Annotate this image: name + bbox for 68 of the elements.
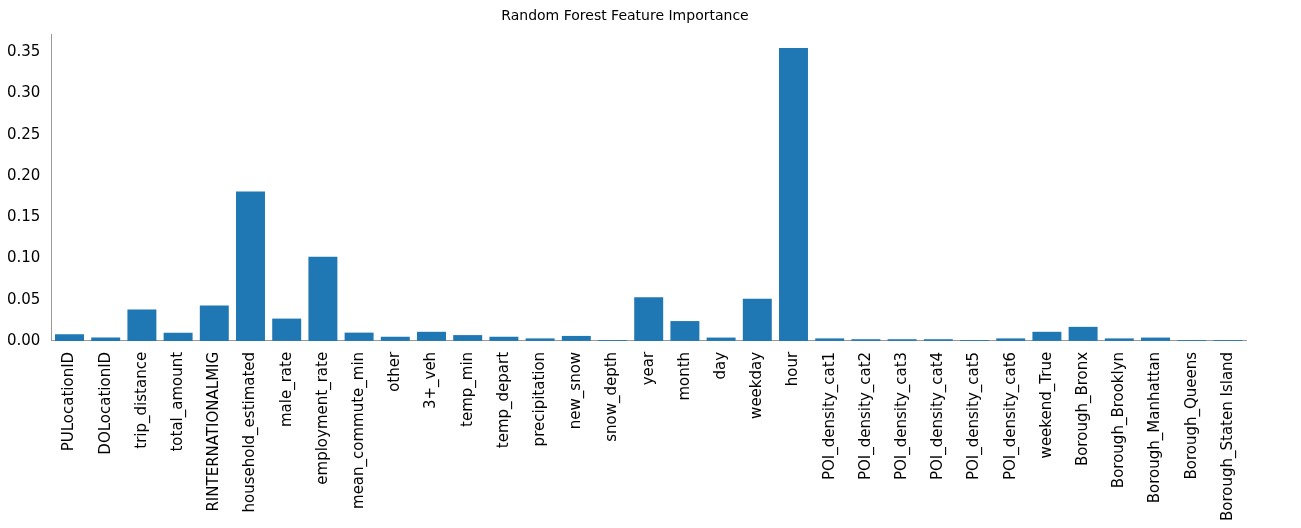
bar [453,335,483,341]
x-tick-label: PULocationID [59,351,78,452]
x-tick-label: Borough_Brooklyn [1109,351,1129,489]
bar [670,321,700,341]
x-tick-label: Borough_Bronx [1072,351,1092,467]
y-tick-label: 0.10 [6,248,41,267]
bar [1141,337,1170,341]
bar [236,191,265,341]
x-tick-label: POI_density_cat4 [928,351,948,481]
x-tick-label: temp_min [457,351,477,427]
x-tick-label: total_amount [167,351,187,452]
bar [779,48,808,341]
x-tick-label: DOLocationID [95,351,114,455]
x-tick-label: other [385,351,404,392]
bar [380,336,410,341]
chart-title: Random Forest Feature Importance [501,7,749,24]
x-tick-label: RINTERNATIONALMIG [204,351,223,512]
x-tick-label: 3+_veh [421,351,441,410]
x-tick-label: employment_rate [312,351,332,485]
x-tick-label: snow_depth [602,351,622,442]
bar [163,332,193,341]
x-tick-label: new_snow [566,351,586,430]
bar [742,298,772,341]
bar [706,337,736,341]
bar [1068,326,1098,341]
x-tick-label: POI_density_cat6 [1000,351,1020,481]
bar [489,336,519,341]
bar [1104,338,1134,341]
x-tick-label: mean_commute_min [348,351,368,509]
bar [199,305,229,341]
y-tick-label: 0.25 [6,124,41,143]
bar [996,338,1026,341]
x-tick-label: male_rate [276,351,296,428]
x-tick-label: precipitation [529,351,548,447]
x-tick-label: Borough_Queens [1181,351,1201,480]
x-tick-label: Borough_Manhattan [1145,351,1165,504]
bar [525,338,555,341]
x-tick-label: Borough_Staten Island [1217,351,1237,521]
y-tick-label: 0.35 [6,42,41,61]
x-tick-label: POI_density_cat2 [855,351,875,481]
bar [561,335,591,341]
x-tick-label: POI_density_cat3 [891,351,911,481]
bar [634,297,664,341]
y-tick-label: 0.00 [6,330,41,349]
x-tick-label: weekday [747,351,766,419]
x-tick-label: POI_density_cat5 [964,351,984,481]
bar [815,338,845,341]
x-tick-label: temp_depart [493,351,513,449]
x-tick-label: household_estimated [240,351,260,513]
x-tick-label: month [674,351,693,401]
bar [55,334,84,341]
y-tick-label: 0.05 [6,289,41,308]
bar [417,331,446,341]
bar [308,256,338,341]
bar [91,337,121,341]
x-tick-label: day [710,351,729,380]
y-tick-label: 0.30 [6,83,41,102]
x-tick-label: year [638,351,657,386]
y-tick-label: 0.20 [6,165,41,184]
x-tick-label: weekend_True [1036,351,1056,459]
y-tick-label: 0.15 [6,207,41,226]
bar [344,332,374,341]
bar [127,309,157,341]
x-tick-label: POI_density_cat1 [819,351,839,481]
x-tick-label: trip_distance [131,351,151,449]
x-tick-label: hour [783,351,802,387]
bar [272,318,302,341]
bar [1032,331,1062,341]
